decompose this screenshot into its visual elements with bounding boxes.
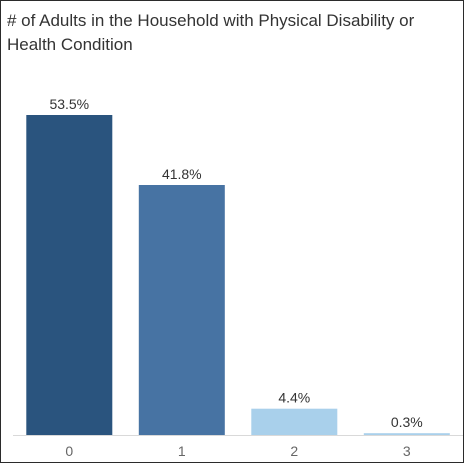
bar-3	[363, 433, 450, 435]
data-label-1: 41.8%	[162, 166, 202, 182]
x-tick-labels-layer: 0 1 2 3	[65, 443, 411, 459]
bars-layer	[26, 115, 450, 435]
data-label-3: 0.3%	[391, 414, 423, 430]
data-labels-layer: 53.5% 41.8% 4.4% 0.3%	[49, 96, 422, 430]
x-tick-label-1: 1	[178, 443, 186, 459]
bar-2	[251, 408, 338, 435]
bar-0	[26, 115, 113, 435]
data-label-2: 4.4%	[278, 390, 310, 406]
x-tick-label-0: 0	[65, 443, 73, 459]
data-label-0: 53.5%	[49, 96, 89, 112]
x-tick-label-3: 3	[403, 443, 411, 459]
x-tick-label-2: 2	[290, 443, 298, 459]
bar-1	[138, 185, 225, 435]
chart-title: # of Adults in the Household with Physic…	[7, 11, 415, 54]
